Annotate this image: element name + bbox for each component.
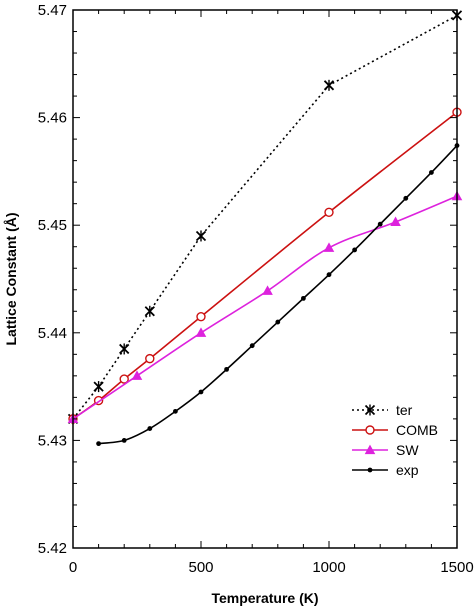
legend-label-exp: exp [396,462,419,478]
data-point-sw [323,242,335,252]
axes: 0 500 1000 1500 5.42 5.43 5.44 5.45 5.46 5.47 [38,2,474,576]
y-tick-label: 5.45 [38,217,67,234]
series-line-sw [72,195,458,420]
data-point-exp [224,366,230,372]
data-point-exp [121,438,127,443]
series-line-exp [98,145,458,445]
plot-frame [72,9,458,549]
data-point-comb [196,311,206,322]
series-line-ter [72,14,458,420]
plot-area [67,9,463,447]
data-point-ter [195,230,207,242]
data-point-exp [352,247,357,253]
x-tick-label: 1500 [440,559,473,576]
data-point-exp [173,408,178,414]
data-point-sw [195,327,207,337]
legend-label-ter: ter [396,402,413,418]
legend-label-comb: COMB [396,422,438,438]
y-tick-label: 5.44 [38,325,67,342]
data-point-exp [249,343,255,349]
legend: ter COMB SW exp [352,402,438,478]
data-point-exp [198,389,204,395]
data-point-sw [390,216,401,227]
legend-marker-ter [364,404,376,416]
data-point-sw [131,370,143,380]
x-axis-title: Temperature (K) [211,590,318,606]
data-point-exp [275,319,281,325]
data-point-ter [93,381,104,393]
series-sw [67,190,463,423]
data-point-exp [301,295,306,301]
data-point-ter [323,79,335,91]
y-tick-label: 5.46 [38,110,67,127]
x-tick-label: 0 [69,559,77,576]
data-point-ter [144,305,155,317]
series-exp [96,143,460,447]
data-point-comb [145,353,155,364]
data-point-exp [377,221,383,227]
legend-item-comb: COMB [352,422,438,438]
y-axis-title: Lattice Constant (Å) [3,213,19,346]
y-tick-label: 5.42 [38,540,67,557]
y-tick-label: 5.43 [38,432,67,449]
series-ter [67,9,463,425]
legend-marker-exp [367,467,373,473]
data-point-exp [429,170,434,175]
data-point-exp [326,272,332,278]
data-point-exp [403,195,409,201]
data-point-exp [147,426,153,431]
data-point-comb [324,207,334,217]
legend-marker-sw [364,444,376,455]
data-point-sw [262,285,273,295]
legend-item-exp: exp [352,462,419,478]
legend-item-ter: ter [352,402,413,418]
legend-label-sw: SW [396,442,419,458]
data-point-exp [96,441,101,447]
x-tick-label: 500 [188,559,213,576]
data-point-comb [119,374,129,384]
legend-marker-comb [365,425,375,435]
x-tick-label: 1000 [312,559,345,576]
legend-item-sw: SW [352,442,419,458]
y-tick-label: 5.47 [38,2,67,19]
series-comb [68,107,462,424]
data-point-ter [119,343,130,355]
series-line-comb [72,111,458,420]
